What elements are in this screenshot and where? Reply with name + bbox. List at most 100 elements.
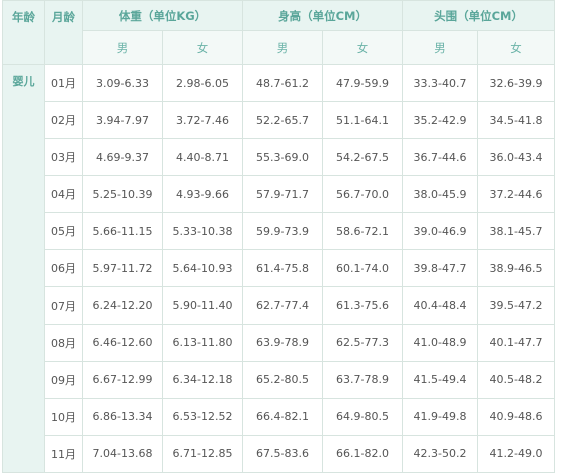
weight-female-cell: 6.53-12.52	[161, 397, 244, 436]
height-male-cell: 48.7-61.2	[242, 63, 324, 103]
head-male-cell: 36.7-44.6	[402, 138, 479, 177]
weight-male-cell: 7.04-13.68	[82, 434, 163, 473]
height-male-cell: 65.2-80.5	[242, 360, 324, 399]
head-circumference-header: 头围（单位CM）	[402, 0, 556, 31]
weight-male-cell: 5.66-11.15	[82, 212, 163, 251]
month-cell: 07月	[44, 286, 83, 325]
height-female-header: 女	[322, 30, 404, 65]
weight-male-cell: 3.09-6.33	[82, 63, 163, 103]
weight-male-cell: 5.97-11.72	[82, 249, 163, 288]
head-male-header: 男	[402, 30, 479, 65]
head-female-cell: 38.9-46.5	[477, 249, 556, 288]
height-male-cell: 62.7-77.4	[242, 286, 324, 325]
table-body: 婴儿 01月 3.09-6.33 2.98-6.05 48.7-61.2 47.9-59.…	[2, 63, 556, 473]
weight-female-cell: 2.98-6.05	[161, 63, 244, 103]
weight-female-cell: 5.90-11.40	[161, 286, 244, 325]
height-male-header: 男	[242, 30, 324, 65]
head-male-cell: 38.0-45.9	[402, 175, 479, 214]
age-header: 年龄	[2, 0, 45, 65]
head-male-cell: 41.5-49.4	[402, 360, 479, 399]
weight-male-cell: 4.69-9.37	[82, 138, 163, 177]
weight-male-cell: 3.94-7.97	[82, 101, 163, 140]
weight-male-cell: 6.86-13.34	[82, 397, 163, 436]
head-female-cell: 40.9-48.6	[477, 397, 556, 436]
height-male-cell: 57.9-71.7	[242, 175, 324, 214]
head-female-cell: 36.0-43.4	[477, 138, 556, 177]
head-male-cell: 41.9-49.8	[402, 397, 479, 436]
weight-female-cell: 5.33-10.38	[161, 212, 244, 251]
height-female-cell: 47.9-59.9	[322, 63, 404, 103]
weight-female-cell: 6.34-12.18	[161, 360, 244, 399]
month-cell: 11月	[44, 434, 83, 473]
table-row: 07月 6.24-12.20 5.90-11.40 62.7-77.4 61.3-75.…	[3, 286, 556, 325]
height-female-cell: 61.3-75.6	[322, 286, 404, 325]
head-male-cell: 39.0-46.9	[402, 212, 479, 251]
head-female-header: 女	[477, 30, 556, 65]
height-male-cell: 61.4-75.8	[242, 249, 324, 288]
head-male-cell: 41.0-48.9	[402, 323, 479, 362]
height-male-cell: 59.9-73.9	[242, 212, 324, 251]
weight-female-cell: 6.13-11.80	[161, 323, 244, 362]
height-male-cell: 63.9-78.9	[242, 323, 324, 362]
height-male-cell: 52.2-65.7	[242, 101, 324, 140]
height-female-cell: 62.5-77.3	[322, 323, 404, 362]
table-row: 06月 5.97-11.72 5.64-10.93 61.4-75.8 60.1-74.…	[3, 249, 556, 288]
weight-female-cell: 4.93-9.66	[161, 175, 244, 214]
head-female-cell: 40.1-47.7	[477, 323, 556, 362]
table-row: 05月 5.66-11.15 5.33-10.38 59.9-73.9 58.6-72.…	[3, 212, 556, 251]
table-row: 08月 6.46-12.60 6.13-11.80 63.9-78.9 62.5-77.…	[3, 323, 556, 362]
table-row: 03月 4.69-9.37 4.40-8.71 55.3-69.0 54.2-67.5 3…	[3, 138, 556, 177]
month-header: 月龄	[44, 0, 83, 65]
head-male-cell: 33.3-40.7	[402, 63, 479, 103]
height-female-cell: 60.1-74.0	[322, 249, 404, 288]
height-female-cell: 54.2-67.5	[322, 138, 404, 177]
month-cell: 10月	[44, 397, 83, 436]
weight-header: 体重（单位KG）	[81, 0, 244, 31]
weight-female-header: 女	[161, 30, 244, 65]
month-cell: 09月	[44, 360, 83, 399]
head-female-cell: 38.1-45.7	[477, 212, 556, 251]
weight-male-cell: 6.67-12.99	[82, 360, 163, 399]
month-cell: 06月	[44, 249, 83, 288]
table-row: 10月 6.86-13.34 6.53-12.52 66.4-82.1 64.9-80.…	[3, 397, 556, 436]
height-female-cell: 58.6-72.1	[322, 212, 404, 251]
growth-standards-table: 年龄 月龄 体重（单位KG） 身高（单位CM） 头围（单位CM） 男 女 男 女…	[2, 0, 556, 473]
weight-male-cell: 6.46-12.60	[82, 323, 163, 362]
head-female-cell: 34.5-41.8	[477, 101, 556, 140]
month-cell: 03月	[44, 138, 83, 177]
head-female-cell: 37.2-44.6	[477, 175, 556, 214]
weight-female-cell: 5.64-10.93	[161, 249, 244, 288]
weight-female-cell: 3.72-7.46	[161, 101, 244, 140]
head-male-cell: 42.3-50.2	[402, 434, 479, 473]
table-row: 04月 5.25-10.39 4.93-9.66 57.9-71.7 56.7-70.0…	[3, 175, 556, 214]
height-female-cell: 66.1-82.0	[322, 434, 404, 473]
weight-male-cell: 6.24-12.20	[82, 286, 163, 325]
height-male-cell: 66.4-82.1	[242, 397, 324, 436]
head-male-cell: 40.4-48.4	[402, 286, 479, 325]
head-female-cell: 39.5-47.2	[477, 286, 556, 325]
month-cell: 02月	[44, 101, 83, 140]
head-female-cell: 32.6-39.9	[477, 63, 556, 103]
table-row: 婴儿 01月 3.09-6.33 2.98-6.05 48.7-61.2 47.9-59.…	[2, 63, 556, 473]
weight-female-cell: 6.71-12.85	[161, 434, 244, 473]
height-female-cell: 51.1-64.1	[322, 101, 404, 140]
month-cell: 04月	[44, 175, 83, 214]
head-female-cell: 41.2-49.0	[477, 434, 556, 473]
table-row: 09月 6.67-12.99 6.34-12.18 65.2-80.5 63.7-78.…	[3, 360, 556, 399]
month-cell: 01月	[44, 63, 83, 103]
weight-female-cell: 4.40-8.71	[161, 138, 244, 177]
height-female-cell: 64.9-80.5	[322, 397, 404, 436]
height-female-cell: 63.7-78.9	[322, 360, 404, 399]
age-group-cell: 婴儿	[2, 64, 45, 473]
month-cell: 05月	[44, 212, 83, 251]
head-male-cell: 39.8-47.7	[402, 249, 479, 288]
height-female-cell: 56.7-70.0	[322, 175, 404, 214]
weight-male-header: 男	[82, 30, 163, 65]
height-male-cell: 67.5-83.6	[242, 434, 324, 473]
height-header: 身高（单位CM）	[242, 0, 404, 31]
head-male-cell: 35.2-42.9	[402, 101, 479, 140]
table-row: 11月 7.04-13.68 6.71-12.85 67.5-83.6 66.1-82.…	[3, 434, 556, 473]
head-female-cell: 40.5-48.2	[477, 360, 556, 399]
table-row: 02月 3.94-7.97 3.72-7.46 52.2-65.7 51.1-64.1 3…	[3, 101, 556, 140]
